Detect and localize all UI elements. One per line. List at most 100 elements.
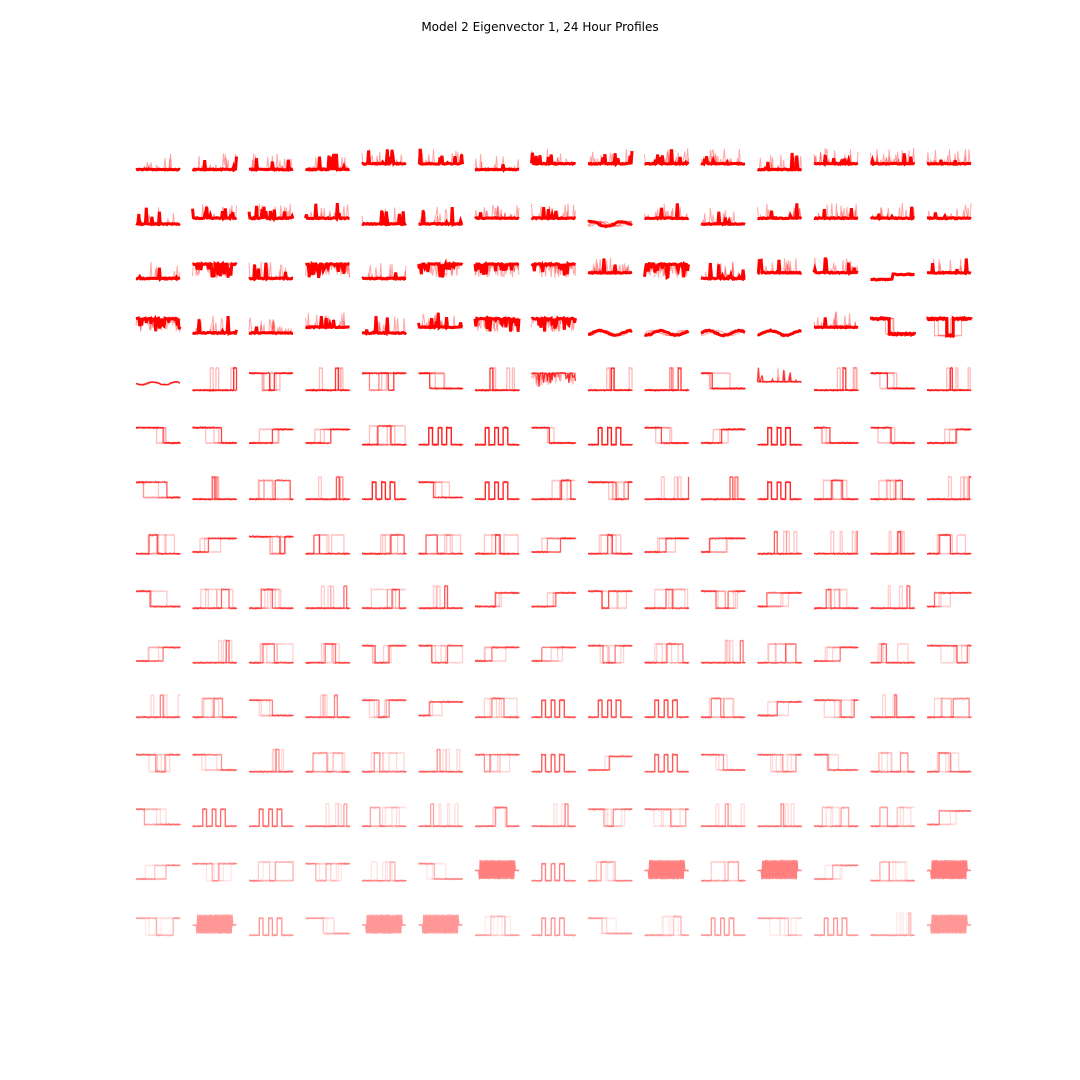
profile-trace (870, 751, 915, 774)
profile-panel-r11-c15 (926, 696, 972, 719)
profile-trace (870, 147, 915, 165)
profile-trace (757, 700, 803, 718)
profile-panel-r1-c14 (869, 147, 916, 167)
profile-trace (135, 916, 181, 937)
profile-trace (474, 426, 520, 447)
profile-trace (192, 262, 237, 276)
profile-trace (757, 859, 802, 880)
profile-panel-r8-c8 (531, 536, 577, 554)
profile-trace (135, 753, 181, 774)
profile-trace (644, 642, 690, 665)
profile-trace (757, 480, 803, 501)
profile-trace (926, 859, 972, 880)
profile-trace (474, 164, 520, 173)
profile-panel-r2-c12 (757, 203, 803, 221)
profile-trace (644, 536, 690, 554)
profile-panel-r10-c3 (248, 642, 294, 665)
profile-trace (587, 698, 633, 719)
profile-trace (701, 753, 746, 772)
profile-trace (531, 262, 576, 278)
profile-trace (870, 751, 916, 774)
profile-trace (587, 589, 633, 610)
profile-trace (587, 259, 633, 275)
profile-panel-r2-c8 (530, 203, 577, 221)
profile-trace (644, 588, 690, 610)
profile-trace (757, 480, 802, 501)
profile-trace (361, 263, 407, 280)
profile-trace (531, 536, 577, 554)
profile-panel-r15-c6 (418, 914, 463, 935)
profile-trace (587, 533, 633, 556)
profile-trace (587, 644, 633, 665)
profile-trace (361, 805, 407, 828)
profile-panel-r9-c5 (361, 587, 407, 610)
profile-trace (418, 644, 464, 665)
profile-trace (418, 644, 464, 665)
profile-panel-r10-c10 (644, 642, 690, 665)
profile-trace (870, 860, 915, 883)
profile-trace (587, 367, 633, 392)
profile-trace (700, 860, 746, 883)
profile-trace (926, 212, 972, 221)
profile-trace (531, 803, 577, 828)
profile-trace (474, 426, 520, 447)
profile-trace (870, 530, 916, 556)
profile-trace (757, 377, 802, 383)
profile-trace (813, 148, 859, 165)
profile-trace (757, 162, 802, 171)
profile-trace (418, 748, 464, 774)
profile-trace (926, 149, 972, 165)
profile-trace (870, 317, 915, 336)
profile-trace (870, 860, 916, 883)
profile-trace (361, 698, 407, 719)
profile-trace (474, 914, 520, 937)
profile-trace (757, 753, 802, 774)
profile-panel-r15-c8 (531, 916, 577, 937)
profile-trace (870, 584, 916, 610)
profile-trace (248, 642, 294, 665)
profile-trace (305, 862, 351, 883)
profile-trace (474, 806, 520, 828)
profile-panel-r11-c8 (531, 698, 577, 719)
profile-panel-r2-c4 (304, 203, 350, 223)
profile-trace (644, 475, 690, 501)
profile-trace (644, 426, 690, 445)
profile-trace (248, 319, 294, 335)
profile-trace (305, 427, 351, 445)
profile-panel-r9-c12 (757, 591, 803, 609)
profile-trace (926, 809, 972, 826)
profile-trace (305, 585, 351, 610)
profile-trace (700, 427, 746, 445)
profile-panel-r8-c7 (474, 533, 520, 556)
profile-panel-r6-c8 (531, 426, 577, 445)
profile-trace (757, 916, 803, 937)
profile-panel-r3-c15 (926, 258, 972, 276)
profile-trace (813, 529, 859, 556)
profile-panel-r6-c4 (305, 427, 351, 445)
profile-trace (361, 424, 407, 447)
profile-trace (474, 204, 520, 220)
profile-trace (926, 208, 972, 220)
profile-trace (870, 478, 916, 501)
profile-trace (926, 859, 972, 880)
profile-panel-r12-c3 (248, 747, 294, 774)
profile-panel-r12-c10 (644, 753, 690, 774)
profile-trace (248, 860, 294, 883)
profile-trace (813, 366, 859, 392)
profile-trace (870, 207, 915, 220)
profile-panel-r14-c5 (361, 860, 407, 883)
profile-trace (475, 915, 520, 937)
profile-trace (418, 862, 464, 881)
profile-trace (587, 257, 633, 275)
profile-panel-r1-c8 (530, 148, 577, 167)
profile-trace (418, 585, 464, 610)
profile-trace (813, 588, 859, 610)
profile-trace (531, 426, 577, 445)
profile-trace (305, 751, 351, 774)
profile-panel-r13-c3 (248, 807, 294, 828)
profile-trace (870, 805, 916, 828)
profile-trace (248, 807, 294, 828)
profile-trace (587, 807, 633, 828)
profile-trace (192, 316, 238, 337)
profile-trace (757, 480, 803, 501)
